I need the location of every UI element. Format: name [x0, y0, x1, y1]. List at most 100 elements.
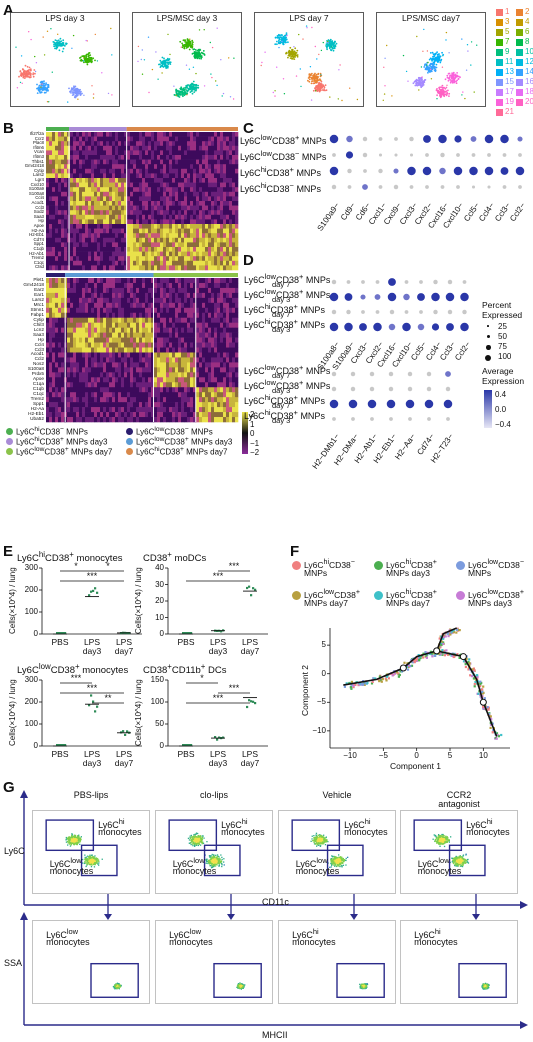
heatmap-cell [46, 332, 50, 338]
heatmap-cell [226, 178, 230, 183]
heatmap-cell [73, 242, 77, 248]
heatmap-cell [208, 168, 212, 174]
heatmap-cell [100, 191, 104, 197]
heatmap-cell [64, 256, 68, 262]
heatmap-cell [220, 145, 224, 151]
heatmap-cell [52, 347, 56, 353]
heatmap-cell [49, 282, 53, 289]
heatmap-cell [100, 136, 104, 142]
heatmap-cell [127, 178, 131, 183]
heatmap-cell [121, 159, 125, 165]
heatmap-cell [97, 292, 101, 299]
heatmap-cell [115, 173, 119, 179]
heatmap-cell [169, 164, 173, 170]
heatmap-cell [133, 228, 137, 234]
heatmap-cell [190, 132, 194, 137]
heatmap-cell [112, 191, 116, 197]
heatmap-cell [157, 242, 161, 248]
heatmap-cell [109, 322, 113, 328]
heatmap-cell [79, 260, 83, 266]
heatmap-cell [166, 251, 170, 257]
heatmap-cell [187, 332, 191, 338]
heatmap-cell [211, 362, 215, 368]
heatmap-cell [151, 233, 155, 239]
heatmap-cell [211, 312, 215, 319]
cell-point [285, 52, 288, 55]
cell-point [45, 82, 47, 85]
heatmap-cell [148, 187, 152, 193]
heatmap-cell [82, 362, 86, 368]
heatmap-cell [169, 196, 173, 202]
heatmap-cell [133, 132, 137, 137]
heatmap-cell [64, 233, 68, 239]
heatmap-cell [184, 292, 188, 299]
cell-point [92, 57, 95, 60]
heatmap-cell [103, 155, 107, 160]
heatmap-cell [202, 332, 206, 338]
heatmap-cell [187, 150, 191, 156]
heatmap-cell [172, 307, 176, 314]
heatmap-cell [61, 136, 65, 142]
heatmap-cell [61, 347, 65, 353]
heatmap-cell [97, 282, 101, 289]
heatmap-cell [139, 155, 143, 160]
cell-point [195, 51, 198, 54]
heatmap-cell [211, 247, 215, 252]
heatmap-cell [229, 136, 233, 142]
heatmap-cell [196, 327, 200, 333]
heatmap-cell [58, 317, 62, 323]
heatmap-cell [97, 287, 101, 294]
heatmap-cell [49, 322, 53, 328]
heatmap-cell [58, 196, 62, 202]
heatmap-cell [217, 205, 221, 211]
heatmap-cell [187, 132, 191, 137]
heatmap-cell [214, 228, 218, 234]
heatmap-cell [214, 292, 218, 299]
heatmap-cell [79, 168, 83, 174]
heatmap-cell [52, 342, 56, 348]
cell-point [296, 49, 299, 52]
heatmap-cell [154, 322, 158, 328]
heatmap-cell [130, 155, 134, 160]
heatmap-cell [130, 173, 134, 179]
heatmap-cell [91, 168, 95, 174]
heatmap-cell [61, 251, 65, 257]
heatmap-cell [139, 317, 143, 323]
heatmap-cell [232, 327, 236, 333]
heatmap-cell [202, 214, 206, 220]
heatmap-cell [136, 362, 140, 368]
cell-point [79, 57, 81, 59]
heatmap-cell [94, 141, 98, 147]
heatmap-cell [220, 178, 224, 183]
heatmap-cell [61, 224, 65, 229]
heatmap-cell [166, 237, 170, 243]
heatmap-cell [55, 332, 59, 338]
cell-point [67, 101, 69, 103]
heatmap-cell [208, 214, 212, 220]
heatmap-cell [214, 155, 218, 160]
heatmap-cell [157, 145, 161, 151]
heatmap-cell [142, 282, 146, 289]
heatmap-cell [76, 317, 80, 323]
heatmap-cell [148, 242, 152, 248]
heatmap-cell [94, 164, 98, 170]
heatmap-cell [52, 367, 56, 373]
heatmap-cell [103, 150, 107, 156]
heatmap-cell [79, 251, 83, 257]
heatmap-cell [229, 224, 233, 229]
heatmap-cell [73, 141, 77, 147]
cell-point [467, 50, 469, 52]
heatmap-cell [112, 205, 116, 211]
cell-point [292, 56, 295, 59]
heatmap-cell [166, 287, 170, 294]
heatmap-cell [91, 219, 95, 225]
heatmap-cell [142, 292, 146, 299]
heatmap-cell [106, 352, 110, 358]
heatmap-cell [58, 168, 62, 174]
heatmap-cell [115, 278, 119, 284]
heatmap-cell [109, 187, 113, 193]
cell-point [438, 55, 440, 57]
heatmap-cell [205, 201, 209, 206]
cell-point [26, 69, 29, 72]
heatmap-cell [154, 327, 158, 333]
